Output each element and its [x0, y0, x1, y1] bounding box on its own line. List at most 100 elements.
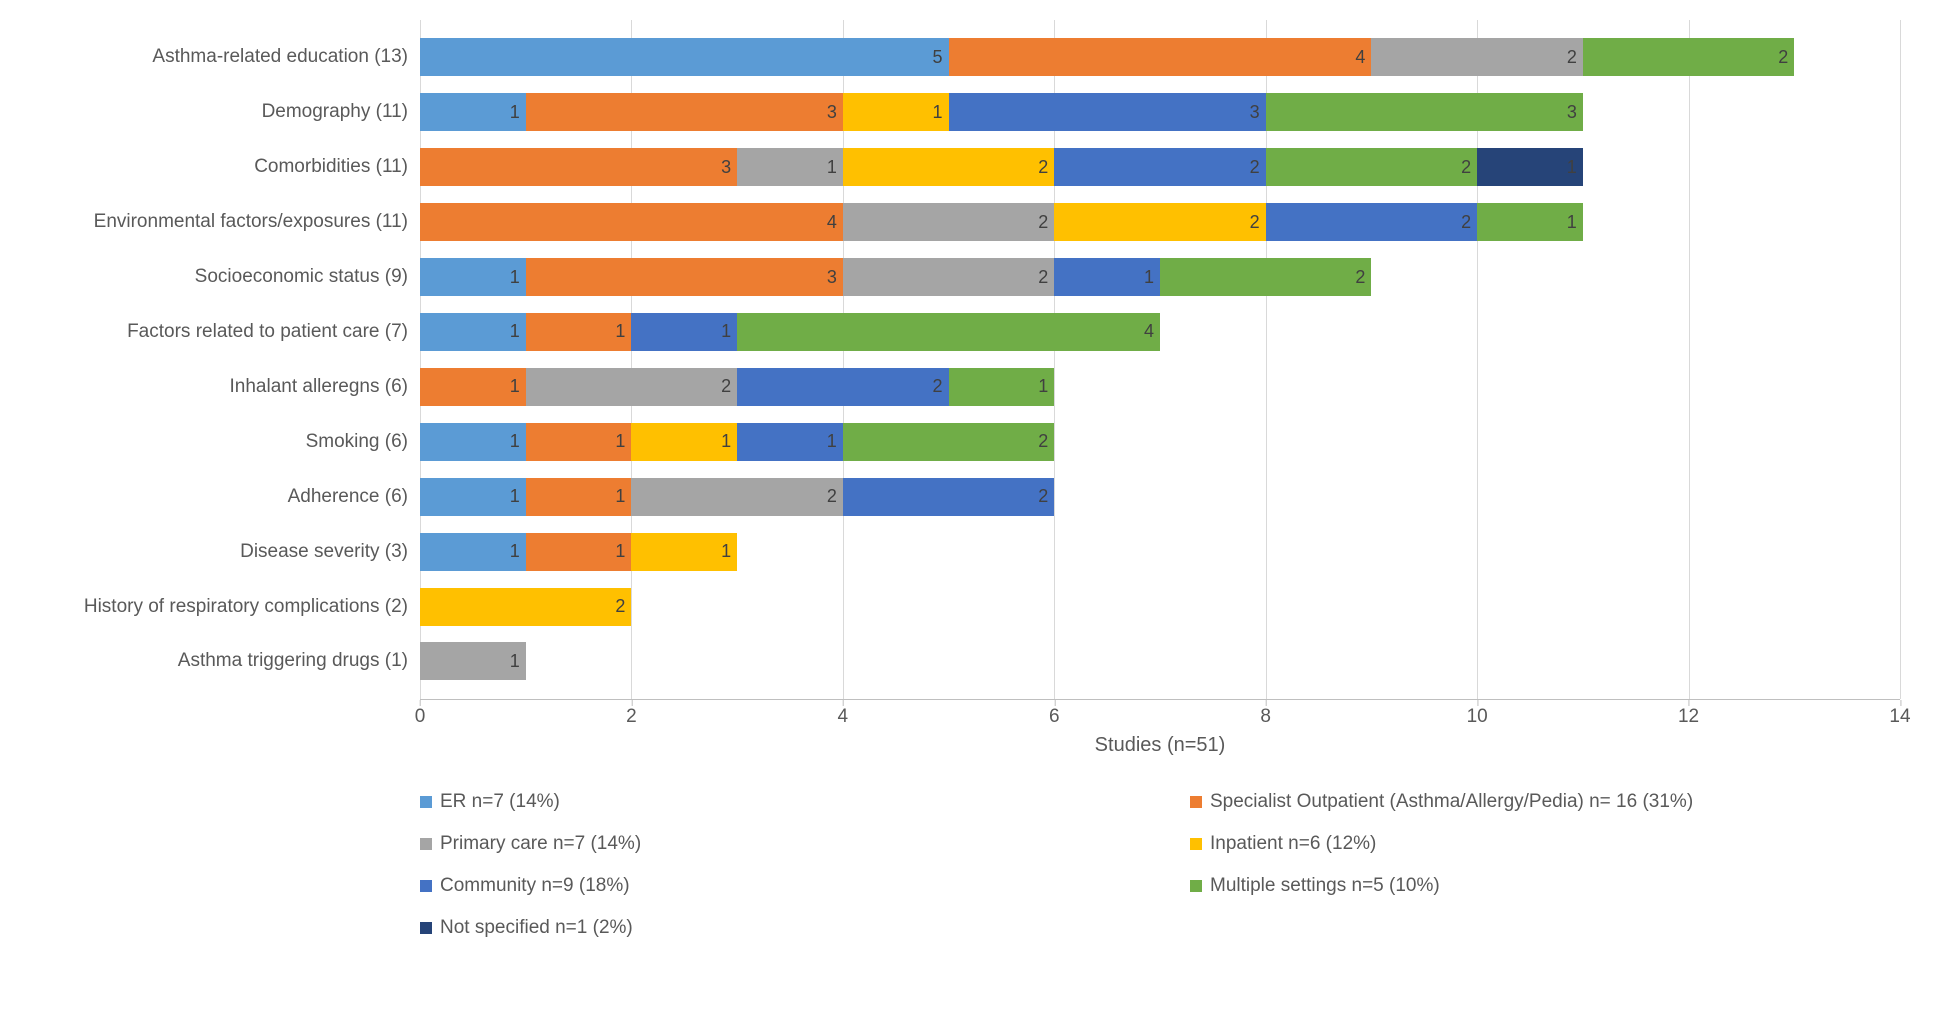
category-label: Factors related to patient care (7) [127, 321, 408, 343]
x-tick-label: 2 [626, 706, 637, 727]
bar-segment-inpatient: 2 [420, 588, 631, 626]
stacked-bar-chart: Asthma-related education (13)5422Demogra… [40, 20, 1900, 939]
bar-segment-specialist: 1 [526, 478, 632, 516]
bar-segment-community: 3 [949, 93, 1266, 131]
bar-segment-er: 1 [420, 533, 526, 571]
stacked-bar: 13133 [420, 93, 1583, 131]
stacked-bar: 1221 [420, 368, 1054, 406]
bar-segment-specialist: 4 [949, 38, 1372, 76]
bar-segment-specialist: 4 [420, 203, 843, 241]
bar-segment-specialist: 1 [526, 423, 632, 461]
legend-swatch [420, 796, 432, 808]
legend-label: Specialist Outpatient (Asthma/Allergy/Pe… [1210, 791, 1693, 813]
legend-label: Multiple settings n=5 (10%) [1210, 875, 1440, 897]
x-tick: 4 [838, 706, 849, 728]
bar-row: Factors related to patient care (7)1114 [420, 313, 1900, 351]
bar-row: History of respiratory complications (2)… [420, 588, 1900, 626]
stacked-bar: 13212 [420, 258, 1371, 296]
x-tick-label: 6 [1049, 706, 1060, 727]
x-tick-label: 10 [1467, 706, 1488, 727]
bar-segment-er: 1 [420, 313, 526, 351]
stacked-bar: 1122 [420, 478, 1054, 516]
bar-segment-specialist: 1 [526, 313, 632, 351]
bar-segment-inpatient: 2 [843, 148, 1054, 186]
stacked-bar: 1 [420, 642, 526, 680]
bar-row: Disease severity (3)111 [420, 533, 1900, 571]
bar-segment-community: 2 [1266, 203, 1477, 241]
stacked-bar: 2 [420, 588, 631, 626]
bar-segment-community: 1 [631, 313, 737, 351]
stacked-bar: 312221 [420, 148, 1583, 186]
bar-row: Smoking (6)11112 [420, 423, 1900, 461]
bar-segment-multiple: 1 [949, 368, 1055, 406]
legend-item-multiple: Multiple settings n=5 (10%) [1190, 875, 1900, 897]
bar-segment-multiple: 2 [1583, 38, 1794, 76]
bar-rows: Asthma-related education (13)5422Demogra… [420, 20, 1900, 699]
x-tick: 6 [1049, 706, 1060, 728]
bar-segment-primary: 2 [843, 258, 1054, 296]
legend-item-specialist: Specialist Outpatient (Asthma/Allergy/Pe… [1190, 791, 1900, 813]
category-label: Socioeconomic status (9) [195, 266, 408, 288]
category-label: Asthma-related education (13) [152, 46, 408, 68]
bar-segment-inpatient: 2 [1054, 203, 1265, 241]
category-label: Comorbidities (11) [254, 156, 408, 178]
bar-segment-specialist: 3 [526, 93, 843, 131]
bar-segment-specialist: 1 [526, 533, 632, 571]
legend-label: Inpatient n=6 (12%) [1210, 833, 1376, 855]
bar-segment-community: 1 [1054, 258, 1160, 296]
legend-swatch [1190, 838, 1202, 850]
bar-row: Asthma triggering drugs (1)1 [420, 642, 1900, 680]
bar-segment-er: 1 [420, 478, 526, 516]
stacked-bar: 1114 [420, 313, 1160, 351]
stacked-bar: 11112 [420, 423, 1054, 461]
bar-segment-specialist: 1 [420, 368, 526, 406]
bar-segment-community: 2 [843, 478, 1054, 516]
bar-row: Inhalant alleregns (6)1221 [420, 368, 1900, 406]
x-tick-label: 4 [838, 706, 849, 727]
legend-swatch [420, 922, 432, 934]
bar-segment-primary: 2 [631, 478, 842, 516]
x-tick-label: 14 [1889, 706, 1910, 727]
category-label: Environmental factors/exposures (11) [94, 211, 408, 233]
x-tick: 14 [1889, 706, 1910, 728]
bar-segment-primary: 1 [737, 148, 843, 186]
bar-segment-inpatient: 1 [631, 423, 737, 461]
legend: ER n=7 (14%) Specialist Outpatient (Asthm… [420, 781, 1900, 939]
category-label: Disease severity (3) [240, 541, 408, 563]
bar-segment-primary: 1 [420, 642, 526, 680]
bar-segment-notspecified: 1 [1477, 148, 1583, 186]
legend-swatch [1190, 796, 1202, 808]
bar-segment-specialist: 3 [526, 258, 843, 296]
bar-segment-er: 1 [420, 258, 526, 296]
legend-item-primary: Primary care n=7 (14%) [420, 833, 1130, 855]
x-axis-label: Studies (n=51) [420, 734, 1900, 757]
category-label: Demography (11) [262, 101, 408, 123]
x-tick: 8 [1260, 706, 1271, 728]
stacked-bar: 42221 [420, 203, 1583, 241]
legend-item-community: Community n=9 (18%) [420, 875, 1130, 897]
x-tick: 0 [415, 706, 426, 728]
bar-segment-multiple: 4 [737, 313, 1160, 351]
bar-segment-multiple: 2 [1266, 148, 1477, 186]
bar-segment-er: 1 [420, 423, 526, 461]
legend-swatch [1190, 880, 1202, 892]
bar-row: Asthma-related education (13)5422 [420, 38, 1900, 76]
legend-swatch [420, 838, 432, 850]
legend-label: Primary care n=7 (14%) [440, 833, 641, 855]
x-tick: 2 [626, 706, 637, 728]
legend-item-notspecified: Not specified n=1 (2%) [420, 917, 1130, 939]
legend-label: ER n=7 (14%) [440, 791, 560, 813]
stacked-bar: 111 [420, 533, 737, 571]
category-label: History of respiratory complications (2) [84, 596, 408, 618]
plot-area: Asthma-related education (13)5422Demogra… [420, 20, 1900, 700]
category-label: Smoking (6) [306, 431, 408, 453]
x-tick-label: 12 [1678, 706, 1699, 727]
bar-segment-specialist: 3 [420, 148, 737, 186]
stacked-bar: 5422 [420, 38, 1794, 76]
bar-segment-multiple: 1 [1477, 203, 1583, 241]
x-tick-label: 0 [415, 706, 426, 727]
category-label: Adherence (6) [288, 486, 408, 508]
bar-segment-primary: 2 [1371, 38, 1582, 76]
bar-row: Adherence (6)1122 [420, 478, 1900, 516]
category-label: Asthma triggering drugs (1) [178, 650, 408, 672]
